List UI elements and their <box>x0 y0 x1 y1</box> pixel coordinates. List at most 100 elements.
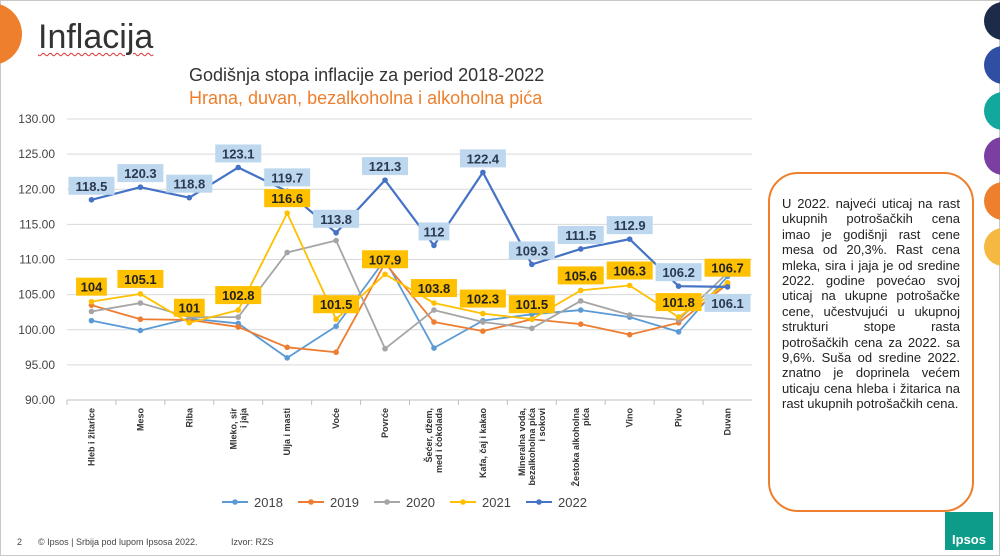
y-tick-label: 110.00 <box>19 253 55 267</box>
data-label-2022: 113.8 <box>313 209 360 228</box>
point-2021 <box>480 310 486 317</box>
data-label-2022: 120.3 <box>117 164 164 183</box>
data-label-2022-text: 113.8 <box>320 212 352 227</box>
point-2020 <box>88 308 95 315</box>
data-label-2021: 107.9 <box>362 250 409 269</box>
x-tick-label: Meso <box>135 408 145 432</box>
legend-label-2019: 2019 <box>330 495 359 510</box>
x-tick-label: Ulja i masti <box>282 408 292 456</box>
data-label-2022-bg <box>68 176 115 195</box>
legend-label-2018: 2018 <box>254 495 283 510</box>
x-tick-label: Pivo <box>674 408 684 428</box>
corner-accent-circle <box>0 3 22 65</box>
point-2019 <box>235 324 242 330</box>
data-label-2021-text: 106.7 <box>711 261 744 276</box>
point-2018 <box>333 323 339 330</box>
data-label-2021: 106.3 <box>606 261 653 280</box>
data-label-2021-bg <box>117 269 164 288</box>
data-label-2022-bg <box>313 209 360 228</box>
x-tick-label: Šećer, džem,med i čokolada <box>423 407 444 473</box>
data-label-2021-text: 101 <box>178 301 200 316</box>
data-label-2022-text: 109.3 <box>516 243 549 258</box>
data-label-2021: 101.5 <box>313 295 360 314</box>
page-number: 2 <box>17 537 23 547</box>
point-2022 <box>186 194 193 201</box>
data-label-2022-text: 106.2 <box>662 265 695 280</box>
y-tick-label: 120.00 <box>18 182 55 196</box>
data-label-2022: 122.4 <box>459 149 506 168</box>
point-2020 <box>577 298 584 304</box>
data-label-2021-text: 116.6 <box>271 191 303 206</box>
data-label-2021-text: 101.8 <box>662 295 695 310</box>
data-label-2022-bg <box>655 263 702 282</box>
y-tick-label: 90.00 <box>25 393 55 407</box>
data-label-2021: 104 <box>76 277 107 296</box>
data-label-2022: 112.9 <box>606 216 653 235</box>
data-label-2021: 101.8 <box>655 293 702 312</box>
data-label-2021-bg <box>557 266 604 285</box>
series-line-2021 <box>91 212 729 324</box>
point-2020 <box>333 237 339 244</box>
x-tick-label: Povrće <box>380 408 390 438</box>
data-label-2021-bg <box>173 298 205 317</box>
legend-marker-2022 <box>536 499 542 505</box>
data-label-2022: 109.3 <box>508 241 555 260</box>
point-2022 <box>235 164 242 171</box>
side-dot-6 <box>984 228 1000 266</box>
y-axis-ticks: 90.00 95.00 100.00 105.00 110.00 115.00 120.00… <box>18 112 55 407</box>
legend-label-2020: 2020 <box>406 495 435 510</box>
point-2021 <box>382 271 388 278</box>
data-label-2021-text: 103.8 <box>418 281 451 296</box>
point-2021 <box>431 300 437 306</box>
point-2021 <box>88 298 95 305</box>
legend-marker-2018 <box>232 499 238 505</box>
data-label-2021-bg <box>264 189 311 208</box>
data-label-2022: 118.8 <box>166 174 213 193</box>
data-label-2022-bg <box>606 216 653 235</box>
data-label-2022: 111.5 <box>557 225 604 244</box>
data-label-2022-bg <box>418 222 450 241</box>
data-label-2021: 103.8 <box>410 279 457 298</box>
point-2018 <box>431 345 437 351</box>
data-label-2022-text: 122.4 <box>467 151 500 166</box>
point-2018 <box>284 355 290 361</box>
ipsos-logo: Ipsos <box>945 512 993 550</box>
data-label-2022-text: 111.5 <box>565 228 596 243</box>
data-label-2021-text: 102.3 <box>467 292 500 307</box>
point-2019 <box>284 344 290 351</box>
data-label-2021-text: 101.5 <box>320 297 353 312</box>
y-tick-label: 95.00 <box>25 358 55 372</box>
data-label-2022-text: 121.3 <box>369 159 402 174</box>
data-label-2021: 105.6 <box>557 266 604 285</box>
slide-title: Inflacija <box>38 18 154 56</box>
point-2022 <box>382 177 388 183</box>
point-2021 <box>333 316 339 323</box>
point-2022 <box>137 184 144 190</box>
legend-label-2021: 2021 <box>482 495 511 510</box>
data-label-2022-text: 118.5 <box>76 179 108 194</box>
point-2021 <box>235 307 242 313</box>
data-label-2022: 121.3 <box>362 157 409 176</box>
data-label-2021: 106.7 <box>704 258 751 277</box>
data-label-2021: 102.8 <box>215 286 262 305</box>
side-dot-5 <box>984 182 1000 220</box>
data-label-2021-bg <box>313 295 360 314</box>
data-label-2021: 101 <box>173 298 205 317</box>
point-2020 <box>626 312 633 318</box>
chart-title: Godišnja stopa inflacije za period 2018-… <box>189 65 545 85</box>
data-label-2022-text: 120.3 <box>124 166 157 181</box>
point-2020 <box>137 300 144 306</box>
data-label-2021: 116.6 <box>264 189 311 208</box>
point-2021 <box>577 287 584 294</box>
point-2021 <box>626 282 633 289</box>
data-label-2022-bg <box>557 225 604 244</box>
point-2019 <box>137 316 144 323</box>
data-label-2022-text: 119.7 <box>271 170 303 185</box>
x-tick-label: Žestoka alkoholnapića <box>570 407 591 487</box>
note-box: U 2022. najveći uticaj na rast ukupnih p… <box>768 172 974 512</box>
data-label-2022-text: 112.9 <box>614 218 646 233</box>
point-2021 <box>284 210 290 216</box>
data-label-2022: 106.2 <box>655 263 702 282</box>
side-dot-2 <box>984 46 1000 84</box>
